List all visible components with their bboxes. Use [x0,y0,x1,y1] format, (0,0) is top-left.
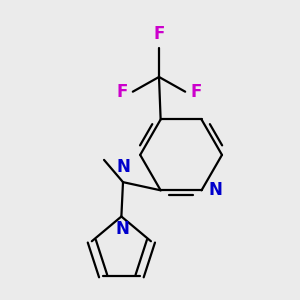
Text: N: N [115,220,129,238]
Text: N: N [209,181,223,199]
Text: F: F [116,83,128,101]
Text: N: N [117,158,130,176]
Text: F: F [153,25,165,43]
Text: F: F [190,83,202,101]
